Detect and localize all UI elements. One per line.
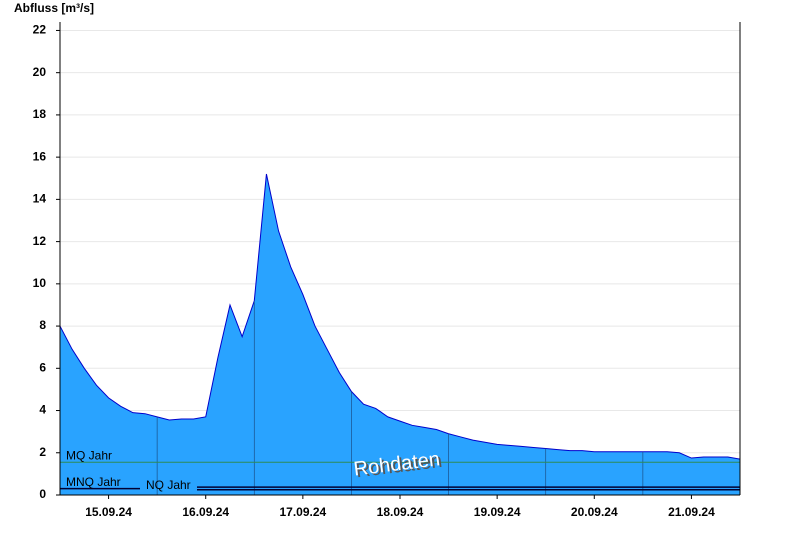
- y-tick-label: 0: [39, 487, 46, 501]
- y-tick-label: 12: [33, 234, 47, 248]
- y-tick-label: 14: [33, 192, 47, 206]
- reference-label: NQ Jahr: [146, 478, 191, 492]
- y-tick-label: 20: [33, 65, 47, 79]
- x-tick-label: 21.09.24: [668, 505, 715, 519]
- x-tick-label: 20.09.24: [571, 505, 618, 519]
- x-tick-label: 18.09.24: [377, 505, 424, 519]
- area: [60, 174, 740, 496]
- reference-label: MNQ Jahr: [66, 475, 121, 489]
- y-tick-label: 2: [39, 445, 46, 459]
- y-tick-label: 22: [33, 23, 47, 37]
- y-tick-label: 8: [39, 318, 46, 332]
- y-tick-label: 10: [33, 276, 47, 290]
- y-tick-label: 16: [33, 149, 47, 163]
- x-tick-label: 19.09.24: [474, 505, 521, 519]
- y-tick-label: 6: [39, 360, 46, 374]
- x-tick-label: 16.09.24: [182, 505, 229, 519]
- x-tick-label: 17.09.24: [279, 505, 326, 519]
- y-tick-label: 18: [33, 107, 47, 121]
- line: [59, 173, 741, 460]
- x-tick-label: 15.09.24: [85, 505, 132, 519]
- reference-label: MQ Jahr: [66, 448, 112, 462]
- y-tick-label: 4: [39, 403, 46, 417]
- y-axis-label: Abfluss [m³/s]: [14, 1, 94, 15]
